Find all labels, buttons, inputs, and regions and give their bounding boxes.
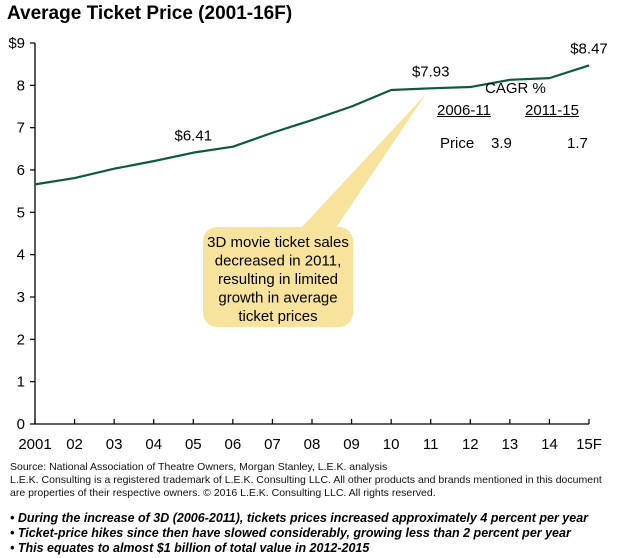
x-tick-label: 07 xyxy=(264,436,281,453)
series xyxy=(34,64,590,186)
data-label: $6.41 xyxy=(175,128,213,145)
bullet-item: • During the increase of 3D (2006-2011),… xyxy=(10,511,589,525)
data-label: $8.47 xyxy=(570,40,608,57)
x-tick-label: 10 xyxy=(383,436,400,453)
y-tick-label: 4 xyxy=(17,247,25,264)
x-tick-label: 2001 xyxy=(18,436,51,453)
bullet-item: • This equates to almost $1 billion of t… xyxy=(10,541,370,555)
source-note: Source: National Association of Theatre … xyxy=(10,461,388,473)
chart-title: Average Ticket Price (2001-16F) xyxy=(7,3,293,24)
y-tick-label: 5 xyxy=(17,204,25,221)
callout-box xyxy=(203,227,353,327)
y-tick-label: $9 xyxy=(8,35,25,52)
callout-pointer xyxy=(300,94,426,230)
x-tick-label: 11 xyxy=(423,436,439,453)
x-tick-label: 06 xyxy=(225,436,242,453)
bullet-item: • Ticket-price hikes since then have slo… xyxy=(10,526,571,540)
y-tick-label: 2 xyxy=(17,331,25,348)
x-tick-label: 12 xyxy=(462,436,479,453)
x-tick-label: 09 xyxy=(343,436,360,453)
cagr-header: CAGR % xyxy=(485,80,546,97)
callout-text-line: ticket prices xyxy=(238,308,317,325)
y-tick-label: 3 xyxy=(17,289,25,306)
x-tick-label: 03 xyxy=(106,436,123,453)
data-labels: $6.41 $7.93 $8.47 xyxy=(175,40,608,144)
y-tick-label: 8 xyxy=(17,77,25,94)
cagr-col-2006-11: 2006-11 xyxy=(437,102,491,119)
footer: Source: National Association of Theatre … xyxy=(10,461,615,500)
x-tick-label: 15F xyxy=(576,436,602,453)
cagr-value-2006-11: 3.9 xyxy=(491,135,512,152)
cagr-value-2011-15: 1.7 xyxy=(567,135,588,152)
x-tick-label: 13 xyxy=(502,436,519,453)
y-tick-label: 6 xyxy=(17,162,25,179)
x-tick-label: 04 xyxy=(145,436,162,453)
y-tick-label: 0 xyxy=(17,416,25,433)
x-tick-label: 08 xyxy=(304,436,321,453)
line-chart: 3D movie ticket sales decreased in 2011,r… xyxy=(8,35,608,453)
callout-text-line: growth in average xyxy=(218,290,337,307)
data-label: $7.93 xyxy=(412,63,450,80)
cagr-col-2011-15: 2011-15 xyxy=(525,102,579,119)
callout: 3D movie ticket sales decreased in 2011,r… xyxy=(203,94,426,327)
bullet-list: • During the increase of 3D (2006-2011),… xyxy=(10,511,588,556)
callout-text-line: resulting in limited xyxy=(218,271,338,288)
x-tick-label: 05 xyxy=(185,436,202,453)
callout-text-line: decreased in 2011, xyxy=(215,253,341,270)
callout-text-line: 3D movie ticket sales xyxy=(207,234,349,251)
y-tick-label: 1 xyxy=(17,374,25,391)
cagr-row-label: Price xyxy=(440,135,475,152)
y-tick-label: 7 xyxy=(17,120,25,137)
x-tick-label: 14 xyxy=(541,436,558,453)
x-tick-label: 02 xyxy=(66,436,83,453)
legal-note: L.E.K. Consulting is a registered tradem… xyxy=(10,474,602,499)
